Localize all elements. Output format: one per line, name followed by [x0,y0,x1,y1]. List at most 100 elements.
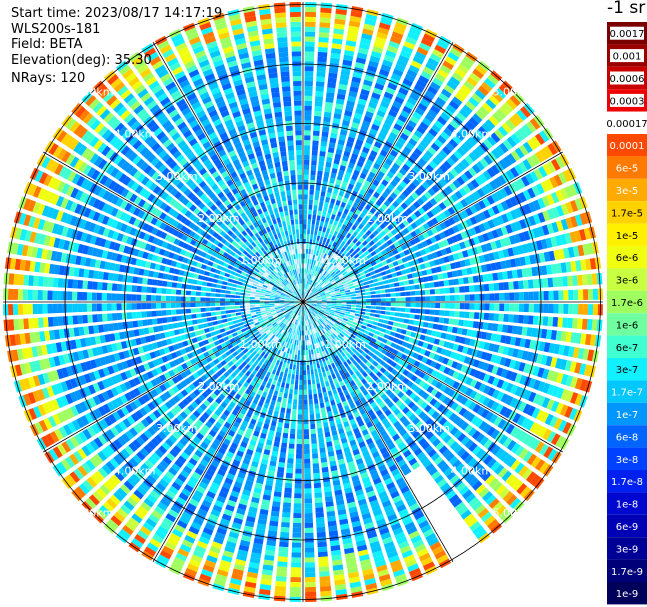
gate-cell [541,368,550,380]
gate-cell [223,455,233,463]
gate-cell [52,303,58,314]
gate-cell [137,277,143,284]
gate-cell [266,361,272,367]
gate-cell [428,316,435,322]
gate-cell [258,513,268,521]
gate-cell [531,327,538,338]
gate-cell [328,395,335,401]
gate-cell [158,478,169,488]
gate-cell [448,455,459,466]
gate-cell [541,328,548,339]
gate-cell [257,355,263,361]
gate-cell [369,499,379,508]
gate-cell [333,378,339,384]
gate-cell [347,566,359,574]
gate-cell [242,374,248,381]
gate-cell [417,389,426,397]
gate-cell [408,530,420,540]
gate-cell [294,384,299,390]
gate-cell [319,309,325,313]
gate-cell [160,521,172,531]
gate-cell [363,348,370,354]
gate-cell [209,545,221,554]
gate-cell [341,306,347,309]
gate-cell [253,430,260,437]
gate-cell [315,348,320,354]
gate-cell [326,370,331,377]
gate-cell [386,400,395,408]
gate-cell [297,424,303,430]
gate-cell [233,563,245,571]
gate-cell [472,524,484,536]
gate-cell [320,457,328,463]
gate-cell [397,358,405,366]
gate-cell [306,302,312,305]
gate-cell [380,310,386,315]
gate-cell [518,448,529,460]
gate-cell [225,302,231,306]
gate-cell [377,425,385,434]
gate-cell [190,291,196,296]
gate-cell [281,340,286,347]
gate-cell [390,404,398,412]
gate-cell [379,342,386,348]
gate-cell [344,451,352,459]
gate-cell [355,310,361,314]
gate-cell [274,337,280,343]
gate-cell [299,335,301,341]
gate-cell [555,330,562,341]
gate-cell [460,451,470,461]
gate-cell [72,303,78,313]
gate-cell [252,492,261,499]
gate-cell [244,296,250,299]
gate-cell [199,504,210,513]
gate-cell [211,413,219,421]
gate-cell [175,302,181,308]
gate-cell [371,472,380,481]
gate-cell [392,527,404,536]
gate-cell [107,272,114,281]
gate-cell [298,399,303,405]
gate-cell [589,334,597,347]
gate-cell [351,444,359,451]
gate-cell [321,304,327,306]
gate-cell [219,328,226,333]
gate-cell [380,306,386,311]
gate-cell [251,285,257,290]
gate-cell [276,426,283,433]
gate-cell [284,367,289,374]
gate-cell [332,409,339,416]
gate-cell [276,471,284,478]
gate-cell [324,311,330,315]
gate-cell [272,379,277,386]
gate-cell [502,453,513,465]
gate-cell [407,498,417,507]
gate-cell [237,412,245,420]
gate-cell [373,405,380,413]
gate-cell [221,425,229,434]
gate-cell [405,302,411,307]
gate-cell [241,420,249,427]
gate-cell [154,505,165,516]
gate-cell [231,573,243,581]
gate-cell [299,379,303,385]
gate-cell [304,325,306,331]
gate-cell [181,511,193,521]
gate-cell [151,509,163,520]
gate-cell [202,527,214,536]
gate-cell [162,517,174,527]
gate-cell [405,389,413,397]
gate-cell [144,546,157,557]
gate-cell [390,490,400,499]
gate-cell [8,319,15,331]
gate-cell [311,302,317,304]
ray [306,303,577,437]
gate-cell [254,482,263,489]
gate-cell [363,330,370,335]
gate-cell [376,326,382,332]
gate-cell [304,463,311,469]
gate-cell [407,563,420,573]
gate-cell [322,314,328,318]
gate-cell [334,444,342,451]
gate-cell [319,452,327,458]
